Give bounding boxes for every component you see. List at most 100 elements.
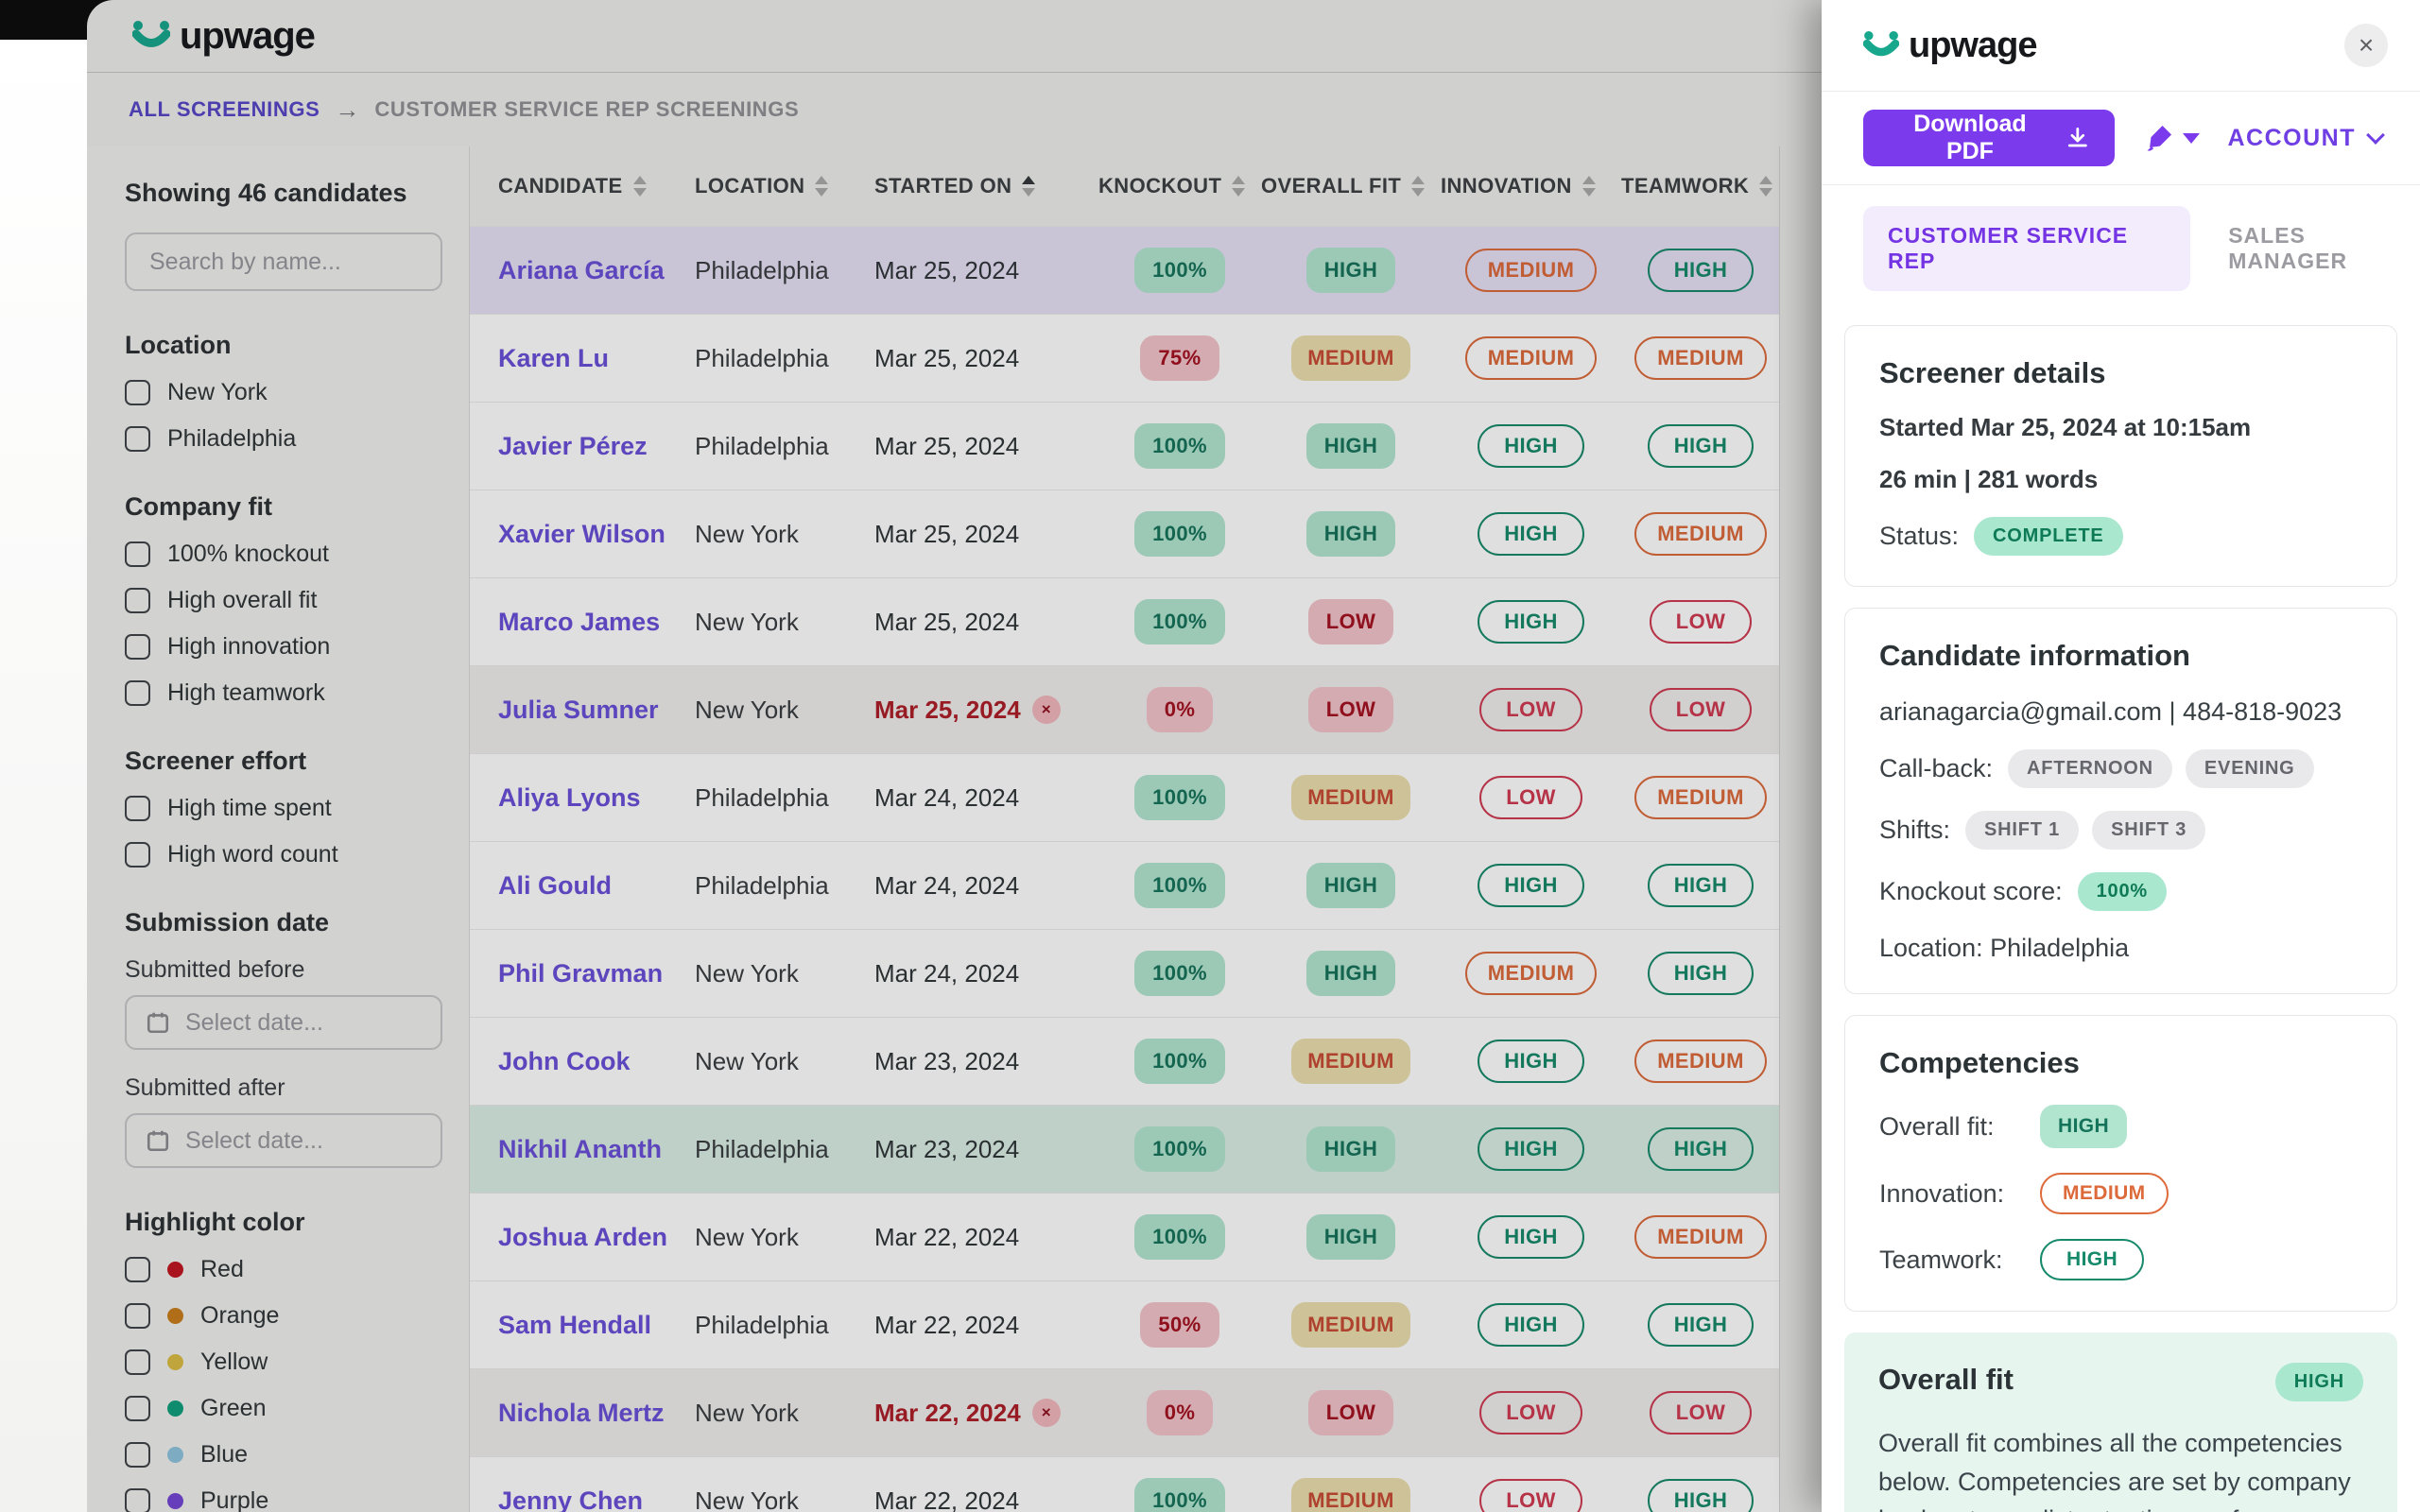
- highlighter-menu[interactable]: [2143, 122, 2200, 154]
- teamwork-badge: MEDIUM: [1634, 336, 1767, 380]
- breadcrumb-all-screenings[interactable]: ALL SCREENINGS: [129, 97, 320, 121]
- submitted-before-input[interactable]: Select date...: [125, 995, 442, 1050]
- highlight-color-filter-option[interactable]: Orange: [125, 1302, 442, 1330]
- table-row[interactable]: Aliya Lyons Philadelphia Mar 24, 2024 100% M…: [470, 753, 1779, 841]
- sort-icon[interactable]: [1022, 176, 1036, 197]
- sort-icon[interactable]: [815, 176, 829, 197]
- location-filter-option[interactable]: New York: [125, 379, 442, 406]
- checkbox[interactable]: [125, 1303, 150, 1329]
- candidate-name[interactable]: Xavier Wilson: [498, 519, 666, 548]
- tab-sales-manager[interactable]: SALES MANAGER: [2228, 223, 2348, 273]
- checkbox[interactable]: [125, 680, 150, 706]
- checkbox[interactable]: [125, 588, 150, 613]
- highlight-color-filter-option[interactable]: Red: [125, 1256, 442, 1283]
- sort-icon[interactable]: [632, 176, 647, 197]
- candidate-name[interactable]: Javier Pérez: [498, 431, 648, 460]
- close-drawer-button[interactable]: ×: [2344, 24, 2388, 67]
- knockout-badge: 100%: [1134, 1126, 1225, 1172]
- sort-icon[interactable]: [1411, 176, 1426, 197]
- column-header[interactable]: STARTED ON: [874, 174, 1098, 198]
- company-fit-filter-option[interactable]: High overall fit: [125, 587, 442, 614]
- candidate-location: New York: [695, 1398, 799, 1427]
- table-row[interactable]: Ariana García Philadelphia Mar 25, 2024 100…: [470, 226, 1779, 314]
- candidate-location: New York: [695, 1046, 799, 1075]
- highlight-color-filter-option[interactable]: Blue: [125, 1441, 442, 1469]
- overall-fit-badge: HIGH: [1305, 248, 1396, 293]
- table-row[interactable]: Nikhil Ananth Philadelphia Mar 23, 2024 100…: [470, 1105, 1779, 1193]
- checkbox[interactable]: [125, 1442, 150, 1468]
- table-row[interactable]: Phil Gravman New York Mar 24, 2024 100% HIGH…: [470, 929, 1779, 1017]
- candidate-name[interactable]: Nichola Mertz: [498, 1398, 665, 1427]
- column-header[interactable]: KNOCKOUT: [1098, 174, 1261, 198]
- table-row[interactable]: Nichola Mertz New York Mar 22, 2024 × 0% LOW L…: [470, 1368, 1779, 1456]
- company-fit-filter-option[interactable]: High teamwork: [125, 679, 442, 707]
- candidate-name[interactable]: John Cook: [498, 1046, 631, 1075]
- table-row[interactable]: Javier Pérez Philadelphia Mar 25, 2024 100%…: [470, 402, 1779, 490]
- candidate-name[interactable]: Aliya Lyons: [498, 782, 641, 812]
- screener-effort-filter-option[interactable]: High word count: [125, 841, 442, 868]
- candidate-name[interactable]: Ariana García: [498, 255, 665, 284]
- table-row[interactable]: Jenny Chen New York Mar 22, 2024 100% MEDIUM…: [470, 1456, 1779, 1512]
- innovation-badge: MEDIUM: [1464, 336, 1598, 380]
- checkbox[interactable]: [125, 842, 150, 868]
- checkbox[interactable]: [125, 426, 150, 452]
- candidate-name[interactable]: Julia Sumner: [498, 695, 659, 724]
- checkbox[interactable]: [125, 634, 150, 660]
- column-header[interactable]: LOCATION: [695, 174, 874, 198]
- table-row[interactable]: John Cook New York Mar 23, 2024 100% MEDIUM H…: [470, 1017, 1779, 1105]
- candidate-started-on: Mar 25, 2024: [874, 432, 1098, 461]
- highlight-color-filter-option[interactable]: Green: [125, 1395, 442, 1422]
- column-header[interactable]: TEAMWORK: [1621, 174, 1780, 198]
- date-text: Mar 23, 2024: [874, 1134, 1020, 1163]
- checkbox[interactable]: [125, 1396, 150, 1421]
- candidate-started-on: Mar 25, 2024: [874, 256, 1098, 285]
- checkbox[interactable]: [125, 541, 150, 567]
- sort-icon[interactable]: [1582, 176, 1596, 197]
- column-header[interactable]: INNOVATION: [1441, 174, 1621, 198]
- drawer-toolbar: Download PDF ACCOUNT: [1822, 91, 2420, 185]
- candidate-location: Philadelphia: [695, 343, 829, 372]
- location-filter-option[interactable]: Philadelphia: [125, 425, 442, 453]
- table-row[interactable]: Sam Hendall Philadelphia Mar 22, 2024 50% ME…: [470, 1280, 1779, 1368]
- tab-customer-service-rep[interactable]: CUSTOMER SERVICE REP: [1863, 206, 2191, 291]
- candidate-started-on: Mar 22, 2024 ×: [874, 1399, 1098, 1428]
- checkbox[interactable]: [125, 380, 150, 405]
- search-input[interactable]: [125, 232, 442, 291]
- table-row[interactable]: Xavier Wilson New York Mar 25, 2024 100% HIG…: [470, 490, 1779, 577]
- submitted-after-input[interactable]: Select date...: [125, 1113, 442, 1168]
- company-fit-filter-option[interactable]: High innovation: [125, 633, 442, 661]
- checkbox[interactable]: [125, 796, 150, 821]
- candidate-name[interactable]: Phil Gravman: [498, 958, 664, 988]
- highlight-color-filter-option[interactable]: Purple: [125, 1487, 442, 1512]
- table-row[interactable]: Julia Sumner New York Mar 25, 2024 × 0% LOW LO…: [470, 665, 1779, 753]
- candidate-name[interactable]: Ali Gould: [498, 870, 612, 900]
- sort-up-arrow: [1022, 176, 1036, 184]
- candidate-name[interactable]: Jenny Chen: [498, 1486, 644, 1512]
- teamwork-badge: HIGH: [1647, 952, 1754, 995]
- highlight-color-filter-option[interactable]: Yellow: [125, 1349, 442, 1376]
- candidate-name[interactable]: Karen Lu: [498, 343, 610, 372]
- screener-effort-filter-list: High time spent High word count: [125, 795, 442, 868]
- chevron-down-icon: [2366, 126, 2385, 145]
- table-row[interactable]: Joshua Arden New York Mar 22, 2024 100% HIGH…: [470, 1193, 1779, 1280]
- candidate-name[interactable]: Joshua Arden: [498, 1222, 668, 1251]
- column-header[interactable]: CANDIDATE: [498, 174, 695, 198]
- sort-up-arrow: [1759, 176, 1773, 184]
- sort-icon[interactable]: [1759, 176, 1773, 197]
- date-text: Mar 25, 2024: [874, 695, 1021, 724]
- table-row[interactable]: Ali Gould Philadelphia Mar 24, 2024 100% HIG…: [470, 841, 1779, 929]
- account-menu[interactable]: ACCOUNT: [2228, 125, 2385, 152]
- company-fit-filter-option[interactable]: 100% knockout: [125, 541, 442, 568]
- checkbox[interactable]: [125, 1349, 150, 1375]
- candidate-name[interactable]: Sam Hendall: [498, 1310, 652, 1339]
- checkbox[interactable]: [125, 1257, 150, 1282]
- sort-icon[interactable]: [1232, 176, 1246, 197]
- candidate-name[interactable]: Nikhil Ananth: [498, 1134, 662, 1163]
- checkbox[interactable]: [125, 1488, 150, 1512]
- table-row[interactable]: Marco James New York Mar 25, 2024 100% LOW HI…: [470, 577, 1779, 665]
- screener-effort-filter-option[interactable]: High time spent: [125, 795, 442, 822]
- table-row[interactable]: Karen Lu Philadelphia Mar 25, 2024 75% MEDIU…: [470, 314, 1779, 402]
- download-pdf-button[interactable]: Download PDF: [1863, 110, 2115, 166]
- candidate-name[interactable]: Marco James: [498, 607, 661, 636]
- column-header[interactable]: OVERALL FIT: [1261, 174, 1441, 198]
